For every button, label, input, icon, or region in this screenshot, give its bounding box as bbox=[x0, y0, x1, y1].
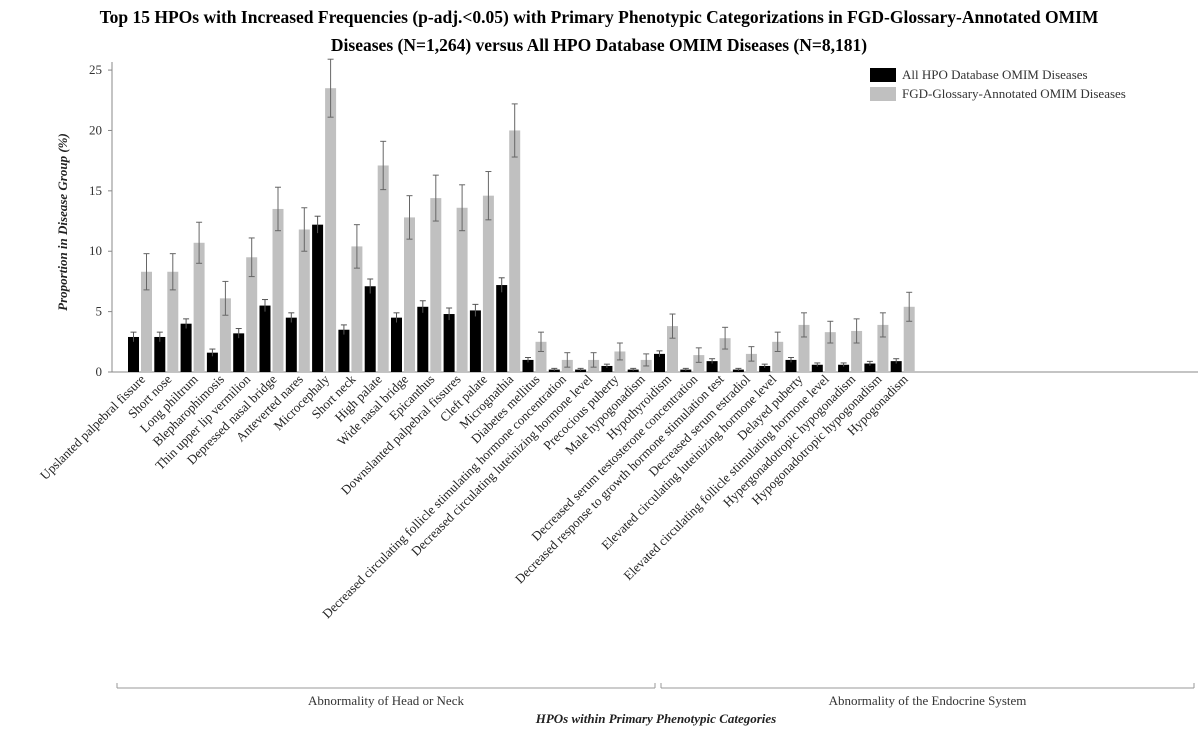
bar-fgd bbox=[167, 271, 179, 372]
bar-fgd bbox=[141, 271, 152, 372]
bar-all-hpo bbox=[391, 317, 402, 372]
y-axis-label: Proportion in Disease Group (%) bbox=[55, 133, 70, 311]
bar-fgd bbox=[614, 351, 626, 372]
bar-all-hpo bbox=[522, 359, 534, 372]
legend-label-fgd: FGD-Glossary-Annotated OMIM Diseases bbox=[902, 86, 1126, 101]
bar-all-hpo bbox=[759, 365, 771, 372]
bar-fgd bbox=[482, 195, 494, 372]
bar-fgd bbox=[667, 326, 678, 372]
bar-fgd bbox=[404, 217, 415, 372]
y-tick-label: 15 bbox=[89, 183, 102, 198]
bar-all-hpo bbox=[180, 323, 192, 372]
bar-all-hpo bbox=[469, 310, 481, 372]
legend-label-all-hpo: All HPO Database OMIM Diseases bbox=[902, 67, 1088, 82]
category-groups: Abnormality of Head or Neck Abnormality o… bbox=[116, 683, 1195, 708]
bar-fgd bbox=[693, 355, 705, 372]
bar-fgd bbox=[745, 353, 757, 372]
bar-fgd bbox=[193, 242, 205, 372]
bar-fgd bbox=[719, 338, 731, 372]
bar-all-hpo bbox=[864, 363, 876, 372]
bar-all-hpo bbox=[364, 286, 376, 372]
bar-fgd bbox=[772, 341, 784, 372]
bar-all-hpo bbox=[838, 364, 850, 372]
bar-all-hpo bbox=[338, 329, 350, 372]
bar-all-hpo bbox=[128, 336, 139, 372]
bar-fgd bbox=[219, 298, 231, 372]
legend-swatch-fgd bbox=[870, 87, 896, 101]
bar-fgd bbox=[851, 330, 863, 372]
bar-fgd bbox=[246, 257, 258, 372]
legend: All HPO Database OMIM Diseases FGD-Gloss… bbox=[870, 67, 1126, 101]
bar-all-hpo bbox=[312, 224, 324, 372]
bar-all-hpo bbox=[890, 361, 902, 372]
bar-fgd bbox=[430, 198, 442, 372]
bar-fgd bbox=[272, 208, 284, 372]
bar-all-hpo bbox=[233, 333, 245, 372]
bar-fgd bbox=[509, 130, 521, 372]
bar-fgd bbox=[456, 207, 468, 372]
x-axis-label: HPOs within Primary Phenotypic Categorie… bbox=[535, 711, 777, 726]
bar-all-hpo bbox=[811, 364, 823, 372]
y-tick-label: 20 bbox=[89, 122, 102, 137]
bar-fgd bbox=[798, 324, 810, 372]
bar-all-hpo bbox=[443, 314, 455, 372]
legend-swatch-all-hpo bbox=[870, 68, 896, 82]
bar-fgd bbox=[824, 332, 836, 372]
bar-all-hpo bbox=[601, 365, 613, 372]
bar-all-hpo bbox=[259, 305, 271, 372]
y-tick-label: 5 bbox=[96, 304, 103, 319]
y-tick-label: 25 bbox=[89, 62, 102, 77]
bar-fgd bbox=[298, 229, 310, 372]
y-tick-label: 10 bbox=[89, 243, 102, 258]
group-label: Abnormality of Head or Neck bbox=[308, 693, 464, 708]
bar-fgd bbox=[535, 341, 547, 372]
bar-fgd bbox=[877, 324, 889, 372]
bar-all-hpo bbox=[706, 361, 718, 372]
bar-all-hpo bbox=[154, 336, 166, 372]
bars bbox=[128, 58, 915, 372]
bar-fgd bbox=[377, 165, 389, 372]
bar-all-hpo bbox=[496, 285, 508, 372]
chart-title-line-1: Top 15 HPOs with Increased Frequencies (… bbox=[100, 7, 1099, 27]
category-label: Upslanted palpebral fissure bbox=[37, 371, 148, 482]
group-label: Abnormality of the Endocrine System bbox=[829, 693, 1027, 708]
bar-all-hpo bbox=[206, 352, 218, 372]
bar-all-hpo bbox=[785, 359, 797, 372]
bar-all-hpo bbox=[417, 306, 429, 372]
y-tick-label: 0 bbox=[96, 364, 103, 379]
chart-title-line-2: Diseases (N=1,264) versus All HPO Databa… bbox=[331, 35, 867, 55]
bar-all-hpo bbox=[654, 353, 665, 372]
bar-all-hpo bbox=[285, 317, 297, 372]
bar-fgd bbox=[903, 306, 915, 372]
bar-fgd bbox=[351, 246, 363, 372]
bar-fgd bbox=[325, 88, 337, 372]
